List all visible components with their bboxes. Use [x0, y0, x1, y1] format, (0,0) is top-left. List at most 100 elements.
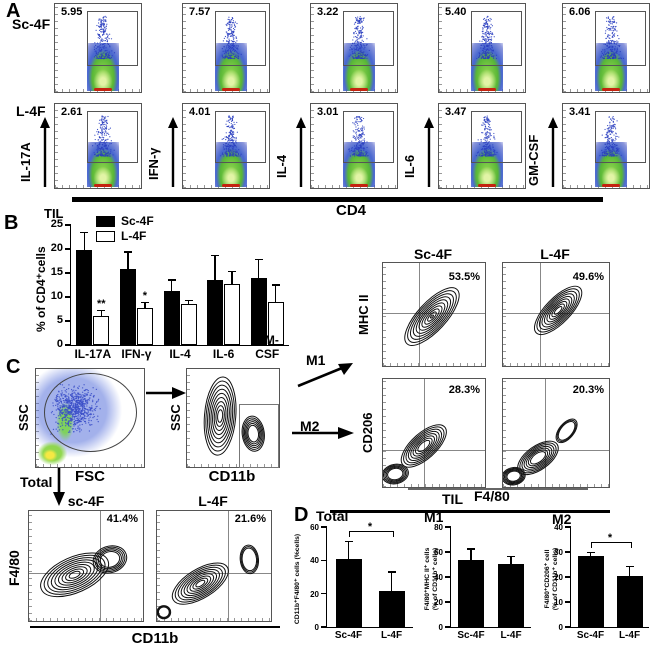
significance-star: ** [97, 298, 106, 311]
dotplot-l4f-il4: 3.01 [310, 103, 398, 189]
error-bar [127, 252, 129, 269]
bar-L-4F [616, 575, 643, 627]
y-tick-label: 0 [314, 623, 319, 632]
bar-GM-CSF [250, 278, 267, 345]
percent-label: 28.3% [448, 384, 480, 396]
error-bar [628, 567, 631, 576]
density-hotspot [93, 184, 112, 187]
cytokine-positive-gate [470, 110, 522, 164]
fsc-plot-xlabel: FSC [75, 468, 105, 485]
panel-b-title: TIL [44, 206, 64, 221]
error-bar [257, 260, 260, 279]
scatter-dots [92, 115, 115, 157]
error-cap [387, 571, 396, 573]
legend-item-sc4f: Sc-4F [96, 214, 154, 228]
x-category-label: GM-CSF [255, 333, 280, 361]
contour-lines [503, 379, 609, 487]
error-cap [586, 551, 595, 554]
error-bar [144, 303, 146, 308]
bar-Sc-4F [577, 555, 604, 627]
density-hotspot [221, 184, 240, 187]
total-header-l4f: L-4F [198, 493, 228, 509]
ylabel-line: CD11b⁺F4/80⁺ cells (%cells) [294, 533, 301, 625]
significance-star: * [367, 521, 373, 533]
percent-label: 3.22 [317, 6, 339, 18]
panel-d-header-line [330, 510, 610, 513]
mhc2-f480-contour-sc4f: 53.5% [382, 262, 486, 367]
x-category-label: IL-4 [169, 347, 191, 361]
m2-label: M2 [300, 418, 320, 434]
y-tick [65, 224, 71, 226]
gating-arrow-right [146, 387, 186, 399]
m-header-l4f: L-4F [540, 246, 570, 262]
quadrant-line-h [383, 313, 485, 315]
error-bar [231, 272, 233, 285]
scatter-dots [220, 115, 242, 157]
density-core [470, 43, 504, 91]
y-tick [65, 272, 71, 274]
fsc-ssc-density-plot [35, 368, 145, 468]
bar-IL-17A [93, 316, 110, 345]
percent-label: 20.3% [572, 384, 604, 396]
density-hotspot [601, 88, 620, 91]
significance-bracket [590, 542, 632, 549]
panel-a-letter: A [6, 0, 21, 22]
m2-macrophage-bar-chart: 0 10 20 30 40 Sc-4F L-4F * [554, 523, 649, 641]
y-tick-label: 40 [434, 573, 443, 582]
y-tick-label: 5 [56, 314, 63, 326]
error-cap [184, 299, 193, 302]
percent-label: 6.06 [569, 6, 591, 18]
y-axis-arrow-il17a [40, 117, 50, 187]
dotplot-sc4f-il17a: 5.95 [54, 3, 142, 93]
y-axis-arrow-gmcsf [548, 117, 558, 187]
cd4-axis-label: CD4 [336, 202, 367, 219]
cd11b-plot-ylabel: SSC [168, 404, 183, 431]
y-tick [65, 344, 71, 346]
y-tick-label: 10 [554, 598, 563, 607]
percent-label: 5.95 [61, 6, 83, 18]
percent-label: 49.6% [572, 271, 604, 283]
y-tick [321, 526, 327, 528]
scatter-dots [599, 115, 622, 157]
cytokine-positive-gate [594, 11, 646, 66]
y-tick-label: 15 [50, 266, 63, 278]
y-tick [565, 526, 571, 528]
percent-label: 2.61 [61, 106, 83, 118]
y-tick-label: 25 [50, 218, 63, 230]
y-tick-label: 40 [554, 523, 563, 532]
y-tick-label: 0 [438, 623, 443, 632]
y-tick [565, 551, 571, 553]
legend-swatch-black [96, 215, 115, 227]
error-cap [254, 258, 263, 261]
error-bar [83, 233, 86, 250]
bar-L-4F [498, 563, 524, 627]
y-tick-label: 0 [56, 338, 63, 350]
scatter-dots [600, 16, 625, 60]
bar-Sc-4F [335, 558, 362, 627]
quadrant-line-h [29, 572, 143, 574]
error-cap [271, 284, 280, 286]
contour-lines [29, 511, 143, 621]
total-arrow-down [53, 468, 65, 506]
d-m2-title: M2 [552, 511, 572, 527]
percent-label: 5.40 [445, 6, 467, 18]
percent-label: 4.01 [189, 106, 211, 118]
m1-label: M1 [306, 352, 326, 368]
density-hotspot [601, 184, 620, 187]
x-category-label: Sc-4F [334, 630, 363, 641]
y-axis-label-il6: IL-6 [402, 154, 417, 178]
cytokine-positive-gate [470, 11, 522, 66]
cytokine-positive-gate [342, 11, 394, 66]
legend-label: L-4F [121, 229, 147, 243]
y-tick-label: 80 [434, 523, 443, 532]
scatter-dots [221, 16, 242, 60]
y-tick [65, 296, 71, 298]
density-hotspot [221, 88, 240, 91]
bar-IL-4 [180, 304, 197, 345]
percent-label: 7.57 [189, 6, 211, 18]
til-cytokine-bar-chart: 0 5 10 15 20 25 ** IL-17A * IFN-γ IL-4 IL-6 GM-CSF [51, 218, 289, 361]
f480-bottom-label: F4/80 [474, 488, 510, 504]
m-header-sc4f: Sc-4F [413, 246, 453, 262]
legend-item-l4f: L-4F [96, 229, 146, 243]
scatter-dots [348, 16, 370, 60]
